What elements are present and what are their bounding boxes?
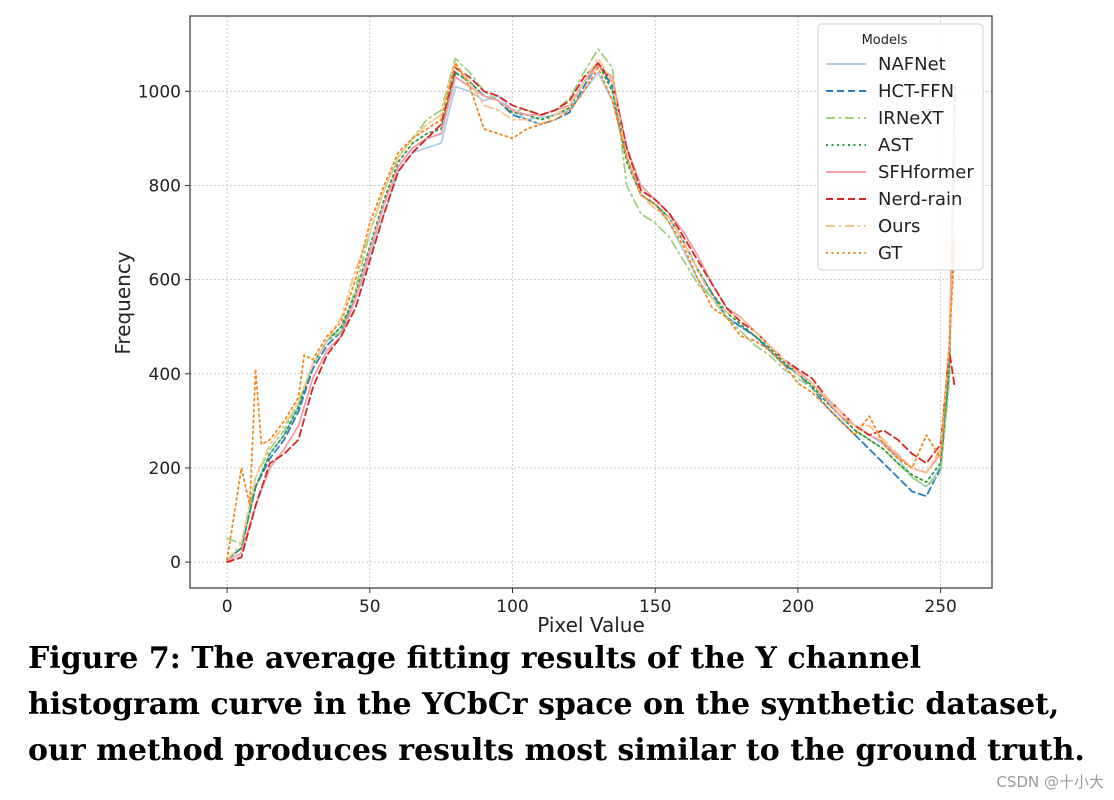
x-tick-label: 0 xyxy=(222,597,233,617)
legend-label: IRNeXT xyxy=(878,108,944,129)
series-line-gt xyxy=(226,62,956,561)
legend-label: HCT-FFN xyxy=(878,81,954,102)
legend-label: Nerd-rain xyxy=(878,189,962,210)
histogram-chart: 0 50 100 150 200 250 0 200 400 600 800 1000 Pixel V… xyxy=(111,15,993,636)
plot-frame xyxy=(189,15,993,589)
legend-label: SFHformer xyxy=(878,162,974,183)
legend: Models NAFNet HCT-FFN IRNeXT AST SFHformer Ner… xyxy=(817,23,984,271)
x-tick-label: 100 xyxy=(496,597,528,617)
legend-title: Models xyxy=(862,33,908,48)
y-tick-label: 1000 xyxy=(138,82,181,102)
y-tick-label: 0 xyxy=(170,553,181,573)
y-tick-label: 800 xyxy=(149,176,181,196)
legend-label: GT xyxy=(878,243,903,264)
series-line-irnext xyxy=(226,48,956,545)
legend-label: AST xyxy=(878,135,914,156)
x-tick-label: 250 xyxy=(924,597,956,617)
figure-caption: Figure 7: The average fitting results of… xyxy=(28,641,1085,768)
axis-ticks: 0 50 100 150 200 250 0 200 400 600 800 1000 xyxy=(138,82,957,617)
y-tick-label: 200 xyxy=(149,459,181,479)
x-tick-label: 200 xyxy=(782,597,814,617)
y-axis-label: Frequency xyxy=(111,251,135,354)
series-line-ours xyxy=(226,57,956,561)
legend-label: Ours xyxy=(878,216,920,237)
watermark-text: CSDN @十小大 xyxy=(996,773,1104,791)
x-tick-label: 150 xyxy=(639,597,671,617)
x-axis-label: Pixel Value xyxy=(537,613,645,636)
series-lines xyxy=(226,48,956,563)
y-tick-label: 400 xyxy=(149,365,181,385)
y-tick-label: 600 xyxy=(149,271,181,291)
legend-label: NAFNet xyxy=(878,54,946,75)
legend-box xyxy=(817,23,984,271)
series-line-sfhformer xyxy=(226,64,956,563)
x-tick-label: 50 xyxy=(359,597,381,617)
